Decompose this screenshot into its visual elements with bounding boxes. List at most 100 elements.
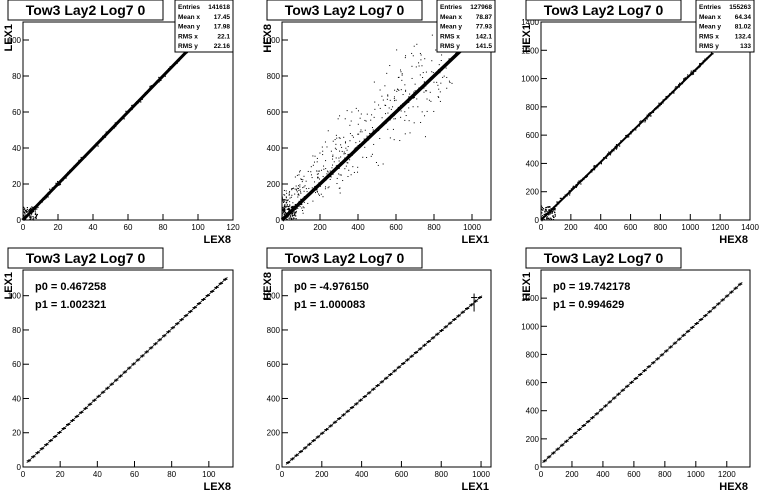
- data-point: [640, 120, 642, 122]
- data-point: [665, 96, 668, 99]
- data-point: [285, 206, 287, 208]
- data-point: [394, 112, 396, 115]
- data-point: [316, 161, 318, 163]
- data-point: [641, 120, 644, 122]
- data-point: [707, 56, 710, 58]
- x-tick-label: 200: [565, 470, 579, 479]
- data-point: [93, 146, 95, 148]
- data-point: [690, 72, 692, 74]
- stats-box: [695, 0, 755, 53]
- data-point: [281, 207, 283, 209]
- data-point: [56, 184, 58, 186]
- x-tick-label: 200: [313, 223, 327, 232]
- data-point: [339, 163, 342, 166]
- data-point: [545, 207, 547, 209]
- data-point: [141, 98, 143, 100]
- x-tick-label: 40: [89, 223, 98, 232]
- data-point: [303, 207, 305, 209]
- data-point: [30, 209, 32, 211]
- data-point: [407, 100, 409, 102]
- data-point: [402, 94, 404, 96]
- data-point: [450, 59, 452, 61]
- stats-value: 77.93: [476, 24, 493, 31]
- stats-label: Entries: [178, 4, 200, 11]
- data-point: [446, 76, 448, 78]
- data-point: [642, 121, 644, 123]
- data-point: [59, 183, 62, 185]
- data-point: [315, 192, 317, 194]
- data-point: [630, 133, 632, 135]
- data-point: [692, 73, 695, 75]
- stats-value: 155263: [729, 4, 751, 11]
- fit-param-p0: p0 = -4.976150: [294, 281, 369, 293]
- x-tick-label: 400: [594, 223, 608, 232]
- data-point: [339, 187, 341, 189]
- data-point: [344, 157, 346, 159]
- data-point: [360, 113, 362, 115]
- data-point: [302, 179, 304, 181]
- data-point: [404, 133, 406, 135]
- data-point: [346, 158, 349, 160]
- plot-frame: [540, 269, 751, 468]
- data-point: [418, 62, 420, 64]
- data-point: [691, 71, 693, 73]
- data-point: [405, 89, 407, 91]
- data-point: [301, 200, 304, 202]
- data-point: [291, 212, 294, 215]
- data-point: [160, 77, 163, 79]
- data-point: [128, 110, 130, 112]
- data-point: [186, 51, 188, 54]
- data-point: [307, 170, 309, 172]
- data-point: [373, 143, 375, 145]
- data-point: [57, 181, 59, 183]
- data-point: [286, 192, 288, 194]
- data-point: [334, 147, 336, 149]
- data-point: [288, 212, 290, 214]
- data-point: [361, 131, 363, 133]
- data-point: [349, 133, 351, 135]
- data-point: [30, 211, 32, 213]
- data-point: [411, 65, 413, 67]
- data-point: [338, 137, 340, 139]
- data-point: [397, 106, 399, 109]
- data-point: [283, 198, 285, 200]
- data-point: [289, 217, 291, 219]
- data-point: [644, 120, 647, 122]
- data-point: [287, 206, 290, 208]
- data-point: [340, 144, 342, 146]
- data-point: [286, 212, 288, 214]
- x-tick-label: 0: [539, 223, 544, 232]
- data-point: [606, 154, 608, 156]
- data-point: [549, 209, 551, 211]
- data-point: [121, 117, 123, 119]
- data-point: [37, 206, 39, 208]
- data-point: [362, 156, 364, 158]
- data-point: [630, 131, 632, 133]
- x-axis-title: HEX8: [719, 481, 748, 492]
- data-point: [168, 68, 170, 70]
- data-point: [430, 77, 432, 80]
- data-point: [138, 99, 140, 101]
- data-point: [348, 155, 350, 157]
- data-point: [409, 93, 411, 95]
- data-point: [331, 172, 333, 174]
- x-tick-label: 1200: [718, 470, 736, 479]
- data-point: [299, 206, 301, 208]
- data-point: [53, 187, 55, 190]
- data-point: [288, 194, 290, 196]
- fit-line: [542, 281, 743, 464]
- data-point: [135, 103, 137, 105]
- data-point: [29, 216, 31, 218]
- data-point: [360, 129, 362, 131]
- data-point: [434, 75, 436, 77]
- data-point: [49, 188, 51, 190]
- data-point: [298, 200, 300, 202]
- data-point: [285, 212, 287, 214]
- data-point: [298, 194, 300, 196]
- x-tick-label: 800: [654, 223, 668, 232]
- data-point: [420, 59, 422, 61]
- data-point: [398, 109, 400, 111]
- data-point: [34, 212, 37, 214]
- data-point: [384, 113, 386, 115]
- y-tick-label: 1000: [521, 75, 539, 84]
